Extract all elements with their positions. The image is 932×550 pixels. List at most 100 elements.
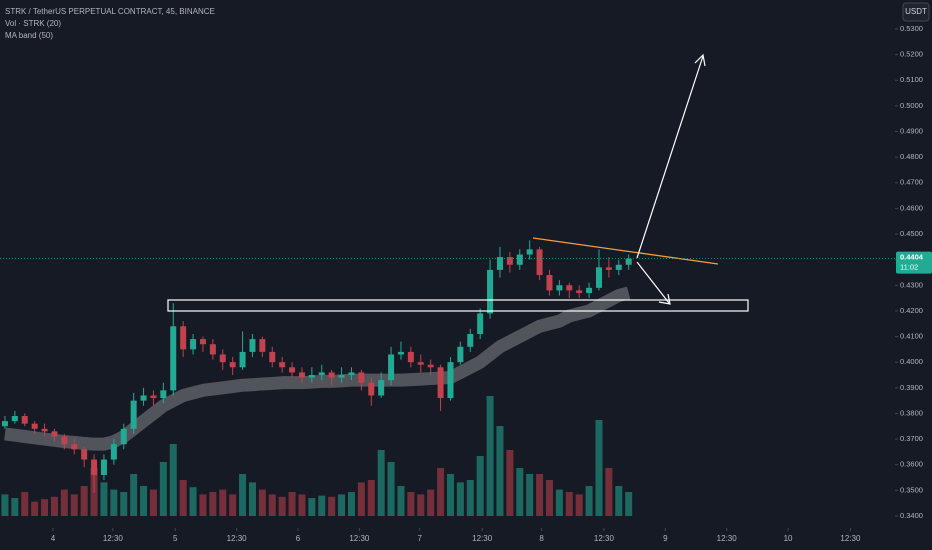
candle-body [328,372,335,378]
candle-body [199,339,206,345]
x-tick-label: 12:30 [103,534,124,543]
volume-bar [496,426,504,516]
volume-bar [615,486,623,516]
y-tick-label: 0.4700 [900,178,923,187]
volume-bar [328,496,336,516]
volume-bar [417,494,425,516]
volume-bar [70,494,78,516]
y-tick-label: 0.4000 [900,357,923,366]
volume-bar [278,496,286,516]
volume-bar [60,489,68,516]
candle-body [417,362,424,365]
volume-bar [31,501,39,516]
volume-bar [80,486,88,516]
volume-bar [288,492,296,516]
price-badge [896,251,932,274]
candle-body [100,459,107,475]
volume-bar [209,492,217,516]
x-tick-label: 6 [296,534,301,543]
candle-body [506,257,513,265]
y-tick-label: 0.4500 [900,229,923,238]
volume-bar [625,492,633,516]
candle-body [81,449,88,460]
y-tick-label: 0.5000 [900,101,923,110]
ma-band-layer [4,286,631,451]
y-tick-label: 0.3900 [900,383,923,392]
volume-bar [585,486,593,516]
volume-bar [377,450,385,516]
candle-body [566,285,573,291]
volume-bar [367,480,375,516]
candle-body [457,346,464,363]
candle-body [61,436,68,445]
volume-bar [100,482,108,516]
y-tick-label: 0.4200 [900,306,923,315]
volume-bar [189,487,197,516]
candle-body [140,395,147,401]
y-tick-label: 0.3700 [900,434,923,443]
candle-body [308,374,315,378]
volume-bar [229,494,237,516]
y-tick-label: 0.5100 [900,75,923,84]
candle-body [487,269,494,314]
candle-body [259,339,266,352]
candle-body [298,372,305,378]
arrows [636,53,706,305]
candle-body [358,372,365,383]
symbol-title: STRK / TetherUS PERPETUAL CONTRACT, 45, … [5,7,215,16]
volume-bar [159,462,167,516]
arrow-up [636,55,704,259]
candle-body [615,264,622,270]
x-tick-label: 12:30 [472,534,493,543]
candle-body [269,351,276,363]
y-tick-label: 0.3600 [900,460,923,469]
candle-body [526,249,533,255]
indicator-label: MA band (50) [5,31,53,40]
volume-bar [555,489,563,516]
candle-body [190,339,197,350]
arrow-down [636,261,670,304]
volume-bar [268,494,276,516]
candle-body [586,287,593,293]
arrow-up-head [694,53,706,67]
x-tick-label: 7 [418,534,423,543]
candle-body [160,390,167,399]
candle-body [368,382,375,396]
volume-bar [387,462,395,516]
volume-bar [605,468,613,516]
y-tick-label: 0.5300 [900,24,923,33]
current-price: 0.4404 [900,253,924,262]
volume-bar [526,474,534,516]
volume-bar [149,489,157,516]
candle-body [11,415,18,422]
candle-body [279,362,286,368]
candle-body [576,290,583,293]
candle-body [496,257,503,270]
x-tick-label: 9 [663,534,668,543]
candle-body [318,372,325,375]
candle-body [378,380,385,396]
candle-body [397,351,404,355]
y-tick-label: 0.3400 [900,511,923,520]
x-tick-label: 12:30 [227,534,248,543]
arrow-down-head [658,293,671,305]
x-tick-label: 12:30 [840,534,861,543]
candle-layer [1,240,632,493]
volume-bar [486,396,494,516]
volume-bar [397,486,405,516]
x-tick-label: 12:30 [594,534,615,543]
candle-body [31,423,38,429]
currency-label[interactable]: USDT [905,7,927,16]
y-tick-label: 0.3800 [900,408,923,417]
volume-bar [11,498,19,516]
currency-button[interactable] [902,2,930,22]
candle-body [91,459,98,475]
y-tick-label: 0.4100 [900,332,923,341]
volume-bar [427,489,435,516]
candle-body [625,258,632,265]
ma-band [4,286,631,451]
candle-body [110,444,117,460]
candle-body [388,354,395,381]
volume-bar [298,494,306,516]
